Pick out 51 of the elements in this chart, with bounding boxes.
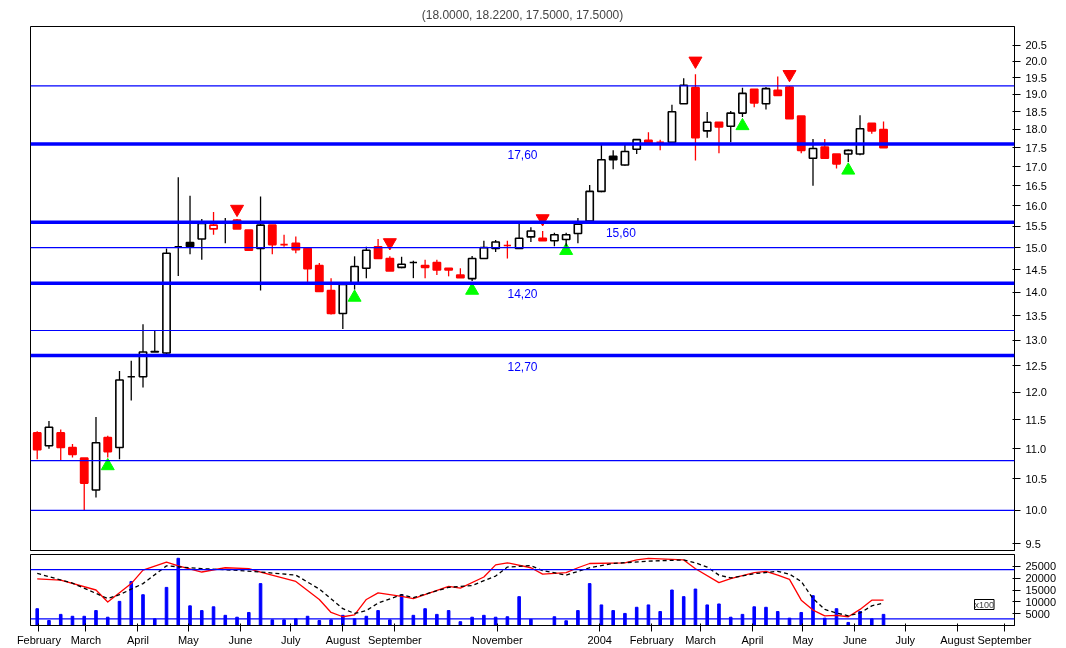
- y-tick-label: 18.0: [1025, 123, 1047, 136]
- x-tick-label: August: [940, 633, 975, 646]
- ref-line-label: 17,60: [507, 148, 538, 163]
- y-tick-label: 10000: [1025, 595, 1057, 608]
- y-tick-label: 16.0: [1025, 199, 1047, 212]
- y-tick-label: 12.0: [1025, 386, 1047, 399]
- y-tick-label: 19.0: [1025, 88, 1047, 101]
- y-tick-label: 19.5: [1025, 71, 1047, 84]
- y-tick-label: 9.5: [1025, 537, 1041, 550]
- chart-title: (18.0000, 18.2200, 17.5000, 17.5000): [421, 7, 624, 22]
- y-tick-label: 20.0: [1025, 55, 1047, 68]
- y-tick-label: 15000: [1025, 584, 1057, 596]
- x-tick-label: May: [792, 633, 814, 646]
- y-tick-label: 13.5: [1025, 309, 1047, 322]
- ref-line-label: 15,60: [605, 226, 637, 241]
- y-tick-label: 5000: [1025, 607, 1050, 620]
- y-tick-label: 25000: [1025, 560, 1057, 573]
- y-tick-label: 12.5: [1025, 359, 1047, 372]
- x-tick-label: July: [895, 633, 916, 646]
- y-tick-label: 14.0: [1025, 286, 1047, 299]
- y-tick-label: 14.5: [1025, 263, 1047, 276]
- y-tick-label: 18.5: [1025, 105, 1047, 118]
- ref-line-label: 12,70: [507, 359, 538, 374]
- x-tick-label: June: [843, 633, 867, 646]
- y-tick-label: 15.5: [1025, 220, 1047, 233]
- x-tick-label: February: [629, 633, 675, 646]
- x-tick-label: March: [685, 633, 716, 646]
- x-tick-label: August: [325, 633, 360, 646]
- y-tick-label: 11.5: [1025, 413, 1047, 426]
- x-tick-label: April: [741, 633, 764, 646]
- y-tick-label: 16.5: [1025, 179, 1047, 192]
- ref-line-label: 14,20: [507, 287, 538, 302]
- x-tick-label: June: [228, 633, 253, 646]
- x-tick-label: September: [367, 633, 423, 646]
- x-tick-label: February: [16, 633, 62, 646]
- y-tick-label: 15.0: [1025, 241, 1047, 254]
- x-tick-label: March: [70, 633, 102, 646]
- y-tick-label: 17.5: [1025, 141, 1047, 154]
- y-tick-label: 20.5: [1025, 39, 1047, 52]
- x-tick-label: July: [280, 633, 302, 646]
- x-tick-label: September: [977, 633, 1032, 646]
- y-tick-label: 10.0: [1025, 504, 1047, 517]
- y-tick-label: 20000: [1025, 572, 1057, 585]
- x-tick-label: November: [471, 633, 524, 646]
- y-tick-label: 11.0: [1025, 442, 1047, 455]
- x-tick-label: April: [126, 633, 149, 646]
- x-tick-label: May: [177, 633, 200, 646]
- y-tick-label: 13.0: [1025, 334, 1047, 347]
- y-tick-label: 10.5: [1025, 472, 1047, 485]
- y-tick-label: 17.0: [1025, 160, 1047, 173]
- x-tick-label: 2004: [587, 633, 612, 646]
